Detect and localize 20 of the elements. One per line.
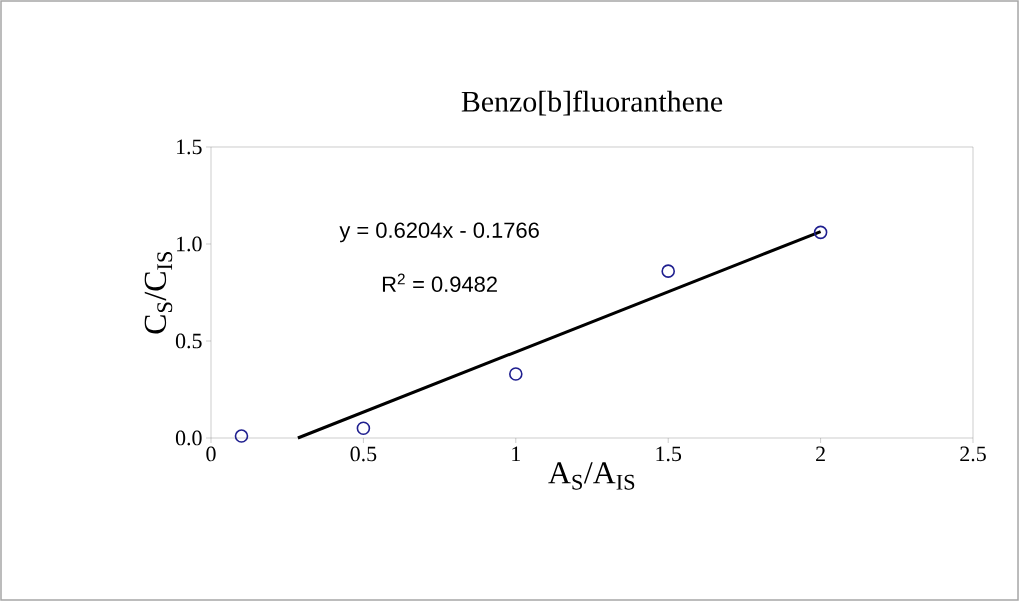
x-tick-label: 0 [206,446,216,462]
point [813,225,828,240]
annotation: R$^{2}$ = 0.9482 [382,273,497,293]
x-tick-label: 0.5 [350,446,377,462]
x-axis-title: A$_{S}$/A$_{IS}$ [548,462,635,490]
y-axis-title: C$_{S}$/C$_{IS}$ [144,252,173,334]
point [356,421,371,436]
y-tick-label: 1.0 [177,236,202,252]
y-tick-label: 0.5 [175,333,202,349]
point [509,367,523,381]
x-tick-label: 2 [816,446,825,462]
annotation: y = 0.6204x - 0.1766 [339,222,539,243]
chart-title: Benzo[b]fluoranthene [461,90,723,116]
y-tick-label: 1.5 [177,139,202,155]
x-tick-label: 1 [512,446,520,461]
x-tick-label: 2.5 [960,446,986,462]
point [661,264,676,278]
x-tick-label: 1.5 [656,446,682,462]
point [234,429,249,443]
y-tick-label: 0.0 [175,430,202,446]
